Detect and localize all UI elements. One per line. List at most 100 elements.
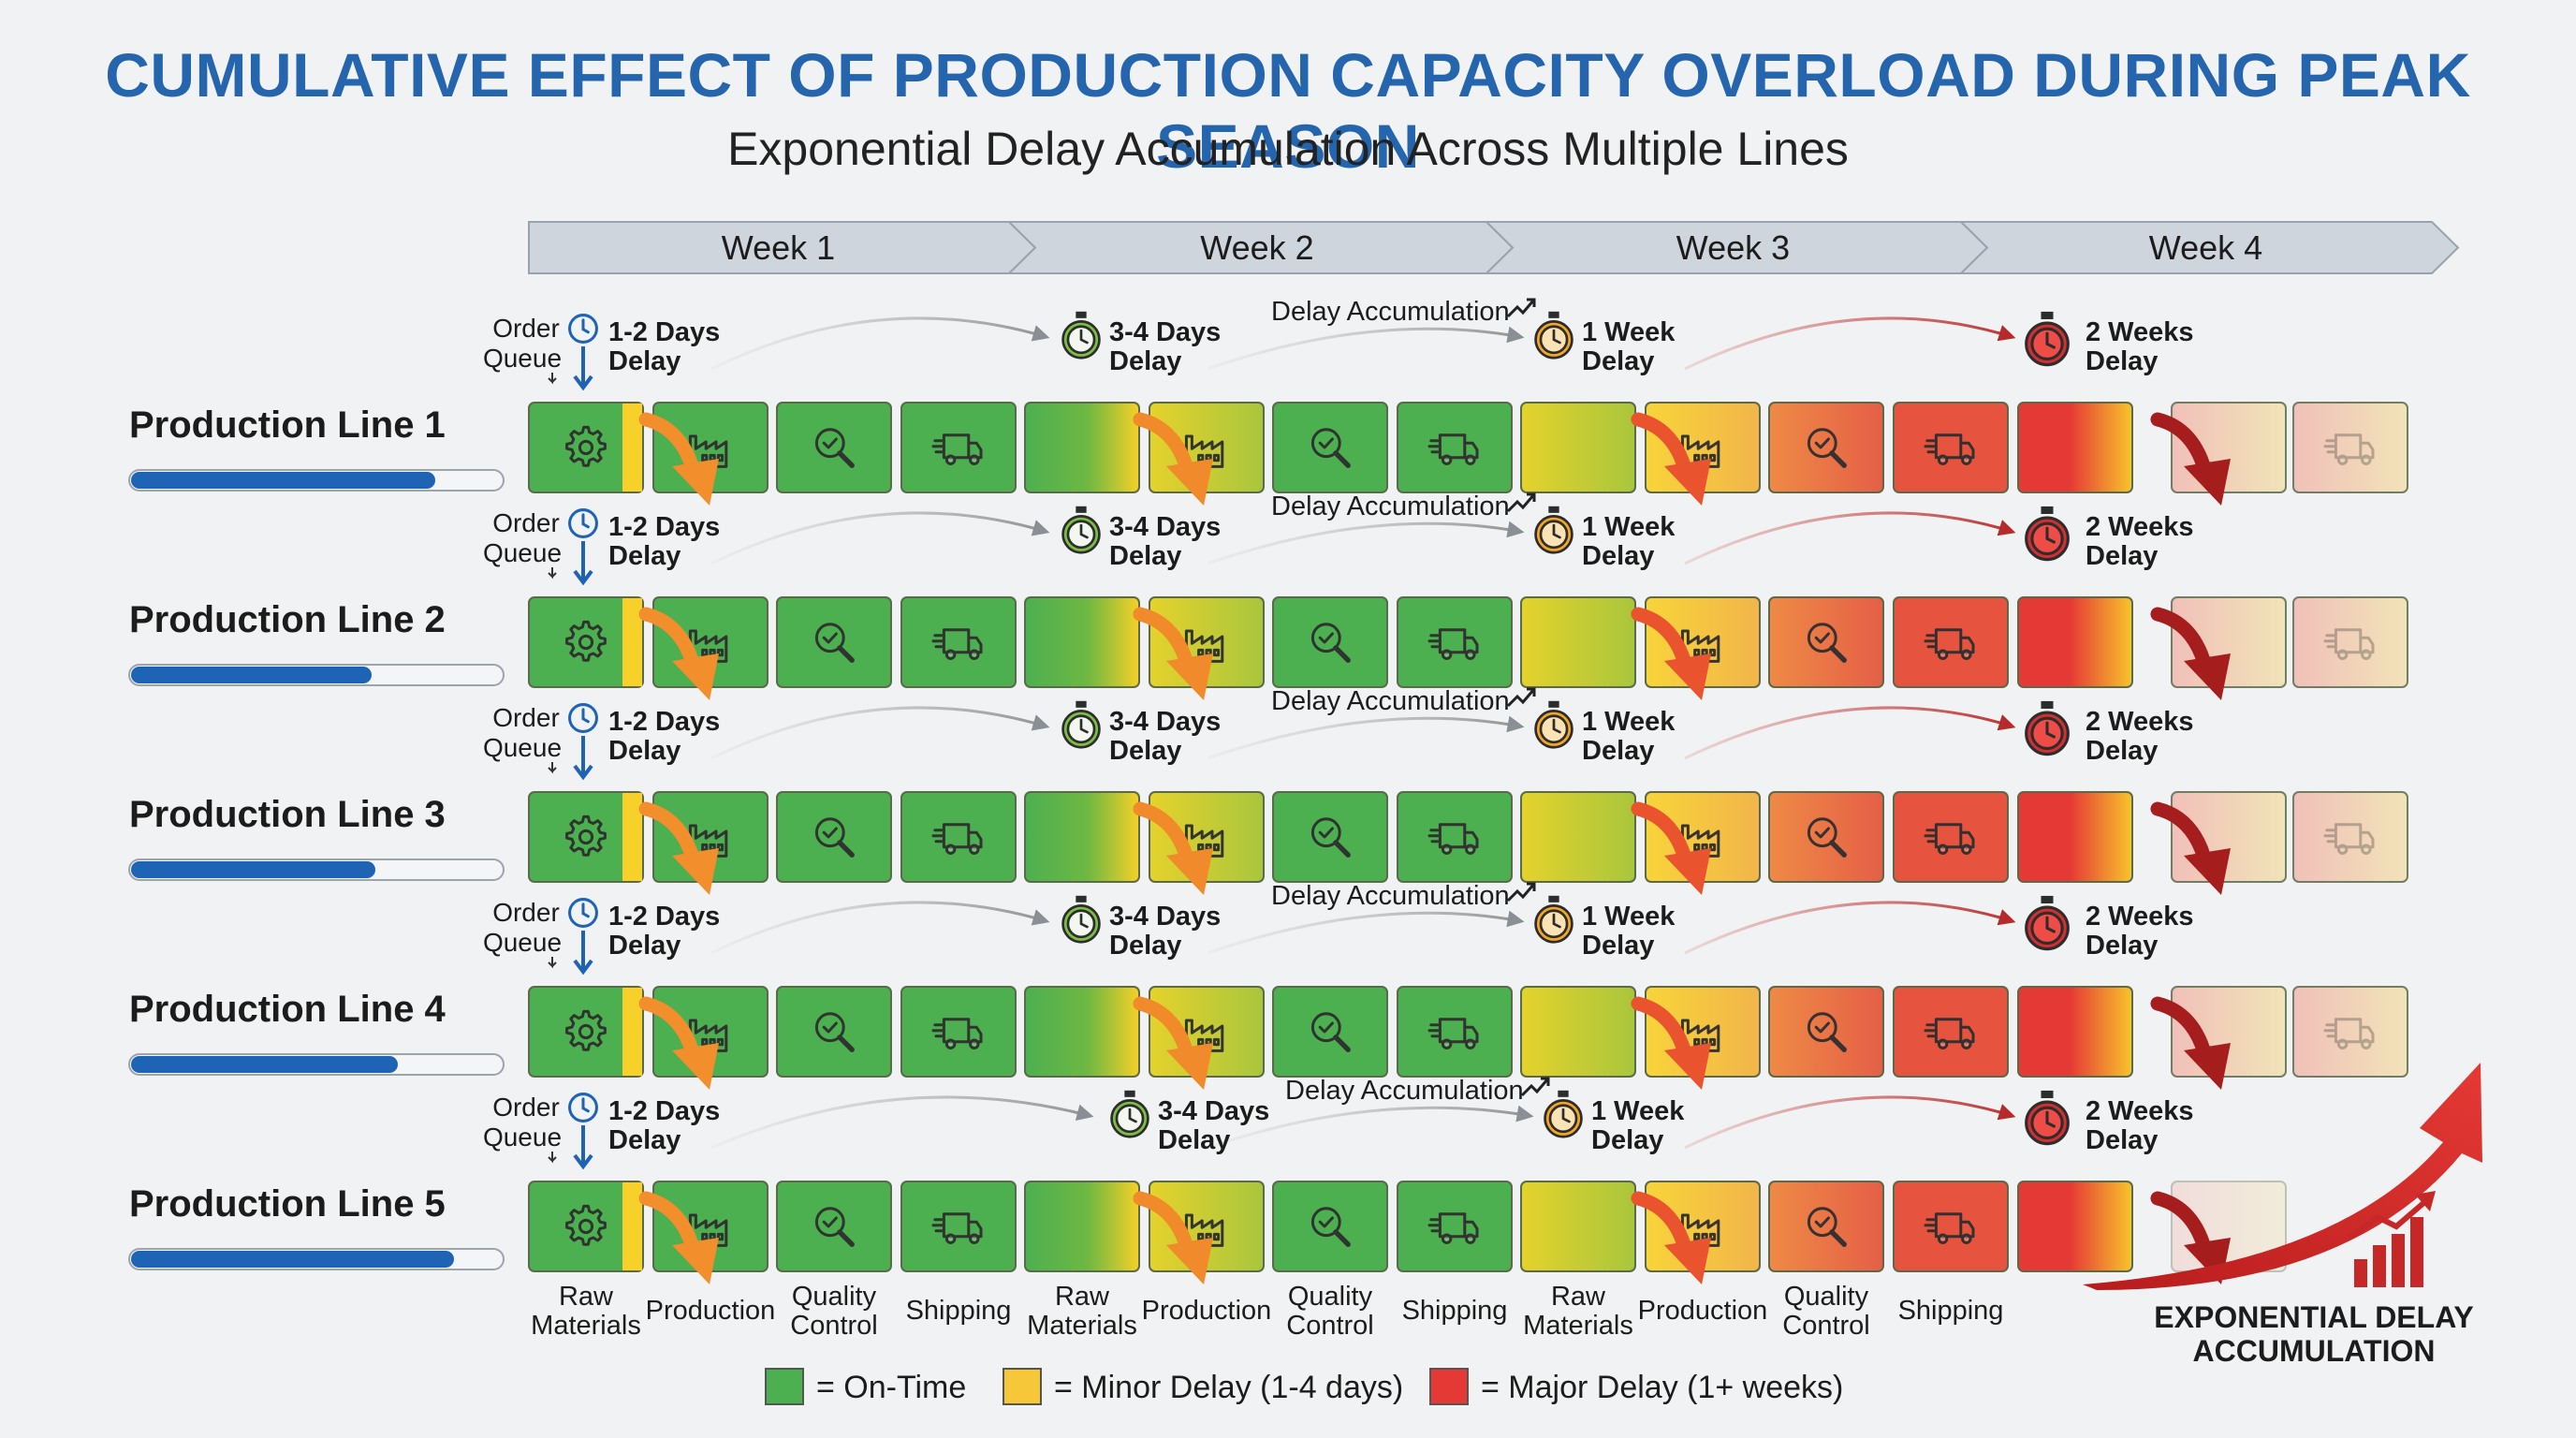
delay-accumulation-label: Delay Accumulation: [1271, 686, 1510, 716]
stage-box: [1024, 791, 1140, 883]
page-subtitle: Exponential Delay Accumulation Across Mu…: [727, 123, 1849, 175]
order-queue-label: Order Queue: [483, 898, 562, 957]
legend-swatch: [1003, 1368, 1042, 1405]
orange-stopwatch-icon: [1534, 311, 1573, 360]
delay-label: Delay: [1582, 736, 1654, 766]
dark-red-delay-arrow-head: [2184, 1043, 2231, 1090]
orange-delay-arrow-head: [672, 653, 719, 700]
stage-box: [528, 791, 644, 883]
stage-label: Shipping: [906, 1296, 1012, 1326]
clock-icon: [568, 898, 598, 928]
delay-amount: 2 Weeks: [2086, 902, 2194, 932]
stage-box: [776, 596, 892, 688]
connector-arc: [1684, 511, 2016, 565]
legend-label: = On-Time: [816, 1370, 966, 1405]
stage-box: [1768, 1181, 1884, 1272]
orange-stopwatch-icon: [1534, 506, 1573, 554]
trend-arrowhead: [2415, 1191, 2436, 1211]
delay-amount: 1-2 Days: [608, 512, 720, 542]
trend-up-icon: [1506, 687, 1536, 708]
red-stopwatch-icon: [2025, 1090, 2070, 1146]
stage-box: [1397, 402, 1513, 493]
legend-label: = Minor Delay (1-4 days): [1054, 1370, 1403, 1405]
red-delay-arrow-head: [1664, 1043, 1711, 1090]
clock-icon: [568, 1093, 598, 1123]
stage-label: Quality Control: [1782, 1282, 1870, 1341]
stage-box: [1520, 791, 1636, 883]
delay-accumulation-label: Delay Accumulation: [1271, 297, 1510, 327]
delay-label: Delay: [1109, 736, 1181, 766]
stage-label: Shipping: [1402, 1296, 1508, 1326]
delay-label: Delay: [2086, 541, 2158, 571]
delay-amount: 2 Weeks: [2086, 707, 2194, 737]
stage-box: [900, 1181, 1017, 1272]
capacity-bar-fill: [131, 1251, 454, 1268]
arrow-down-icon: [548, 373, 557, 385]
stage-label: Production: [1142, 1296, 1272, 1326]
stage-box: [1272, 986, 1388, 1078]
delay-amount: 1 Week: [1591, 1096, 1685, 1126]
legend-swatch: [1429, 1368, 1469, 1405]
stage-box: [1272, 1181, 1388, 1272]
green-stopwatch-icon: [1061, 506, 1101, 554]
stage-box: [1397, 986, 1513, 1078]
delay-amount: 1 Week: [1582, 317, 1676, 347]
delay-strip: [622, 988, 642, 1076]
delay-amount: 1-2 Days: [608, 1096, 720, 1126]
week-label: Week 4: [2149, 228, 2262, 267]
stage-box: [1024, 596, 1140, 688]
arrow-down-icon: [573, 541, 593, 586]
orange-delay-arrow-head: [1166, 1043, 1213, 1090]
red-delay-arrow-head: [1664, 459, 1711, 506]
stage-box: [1520, 1181, 1636, 1272]
stage-label: Raw Materials: [1523, 1282, 1633, 1341]
week-header: Week 1 Week 2 Week 3 Week 4: [528, 221, 2460, 274]
delay-label: Delay: [2086, 736, 2158, 766]
delay-accumulation-label: Delay Accumulation: [1271, 881, 1510, 911]
delay-amount: 3-4 Days: [1109, 512, 1221, 542]
delay-amount: 2 Weeks: [2086, 512, 2194, 542]
stage-box: [1520, 402, 1636, 493]
stage-box: [1893, 1181, 2009, 1272]
delay-label: Delay: [608, 931, 681, 961]
stage-box: [776, 791, 892, 883]
orange-delay-arrow-head: [1166, 848, 1213, 895]
capacity-bar-fill: [131, 1056, 398, 1073]
delay-label: Delay: [2086, 931, 2158, 961]
orange-delay-arrow-head: [672, 1238, 719, 1284]
bar-chart-bar: [2373, 1245, 2386, 1287]
stage-box: [900, 402, 1017, 493]
arrow-down-icon: [573, 736, 593, 781]
stage-box: [900, 986, 1017, 1078]
connector-arc: [1207, 910, 1525, 955]
stage-box: [1272, 596, 1388, 688]
exponential-label: ACCUMULATION: [2193, 1334, 2436, 1368]
connector-arc: [1207, 521, 1525, 565]
week-chevron: [1958, 221, 2460, 274]
stage-box: [2292, 402, 2408, 493]
orange-delay-arrow-head: [672, 848, 719, 895]
trend-up-icon: [1520, 1077, 1550, 1097]
delay-label: Delay: [1158, 1125, 1230, 1155]
stage-label: Raw Materials: [1027, 1282, 1137, 1341]
connector-arc: [710, 706, 1050, 760]
legend-swatch: [765, 1368, 804, 1405]
capacity-bar-fill: [131, 861, 375, 878]
delay-label: Delay: [1591, 1125, 1663, 1155]
green-stopwatch-icon: [1110, 1090, 1149, 1138]
stage-box: [776, 1181, 892, 1272]
stage-box: [1024, 402, 1140, 493]
delay-amount: 1-2 Days: [608, 902, 720, 932]
delay-label: Delay: [1109, 931, 1181, 961]
connector-arc: [1207, 326, 1525, 371]
stage-label: Production: [646, 1296, 776, 1326]
capacity-bar-fill: [131, 667, 372, 683]
stage-label: Production: [1638, 1296, 1768, 1326]
orange-delay-arrow-head: [672, 459, 719, 506]
bar-chart-icon: [2348, 1191, 2436, 1287]
trend-up-icon: [1506, 882, 1536, 902]
